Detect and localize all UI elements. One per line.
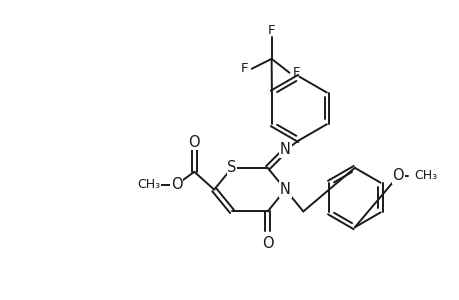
Text: O: O <box>170 177 182 192</box>
Text: F: F <box>292 66 299 79</box>
Text: O: O <box>392 168 403 183</box>
Text: F: F <box>267 24 275 37</box>
Text: O: O <box>261 236 273 250</box>
Text: O: O <box>188 135 200 150</box>
Text: N: N <box>280 182 290 197</box>
Text: CH₃: CH₃ <box>137 178 160 191</box>
Text: N: N <box>280 142 290 158</box>
Text: CH₃: CH₃ <box>414 169 437 182</box>
Text: S: S <box>227 160 236 175</box>
Text: F: F <box>241 62 248 75</box>
